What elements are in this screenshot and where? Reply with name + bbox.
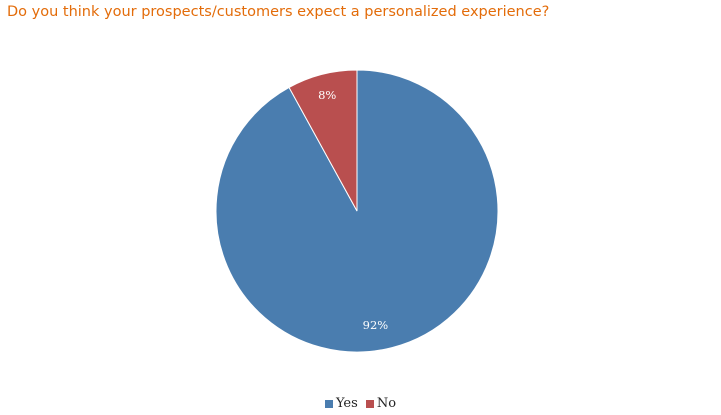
legend-label-no: No bbox=[376, 396, 397, 411]
legend-swatch-yes bbox=[324, 399, 333, 408]
chart-title: Do you think your prospects/customers ex… bbox=[7, 4, 550, 20]
pie-slices bbox=[215, 69, 499, 353]
legend-swatch-no bbox=[365, 399, 374, 408]
chart-legend: Yes No bbox=[0, 396, 721, 411]
legend-item-no[interactable]: No bbox=[365, 396, 397, 411]
legend-label-yes: Yes bbox=[335, 396, 358, 411]
legend-item-yes[interactable]: Yes bbox=[324, 396, 358, 411]
pie-data-labels: 92% 8% bbox=[318, 88, 388, 332]
pie-slice-no[interactable] bbox=[288, 69, 358, 212]
data-label-no: 8% bbox=[318, 88, 336, 102]
data-label-yes: 92% bbox=[363, 318, 389, 332]
